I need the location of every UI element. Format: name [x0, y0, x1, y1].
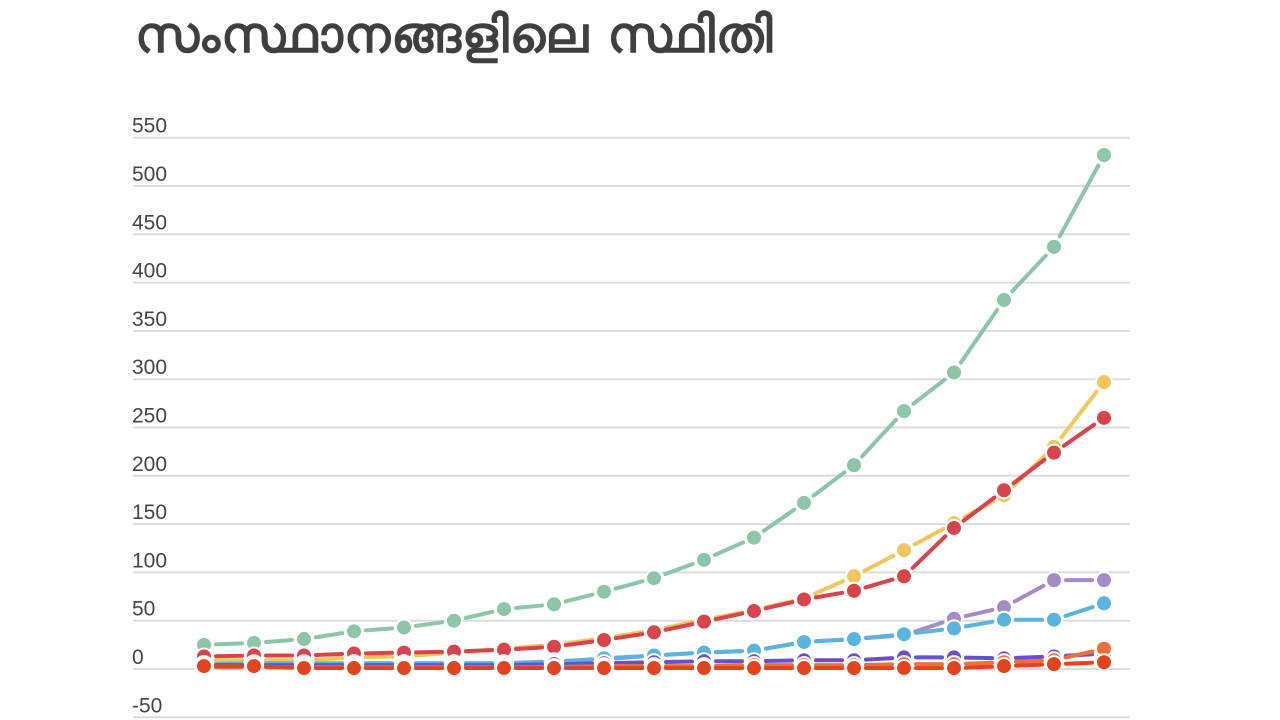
data-point-marker	[445, 611, 463, 630]
data-point-marker	[1095, 146, 1113, 165]
data-point-marker	[595, 659, 613, 678]
data-point-marker	[1095, 653, 1113, 672]
data-point-marker	[895, 659, 913, 678]
data-point-marker	[695, 550, 713, 569]
data-point-marker	[895, 541, 913, 560]
data-point-marker	[945, 619, 963, 638]
data-point-marker	[195, 657, 213, 676]
data-point-marker	[695, 659, 713, 678]
y-tick-label: 200	[132, 453, 167, 476]
data-point-marker	[1095, 594, 1113, 613]
data-point-marker	[645, 569, 663, 588]
data-point-marker	[645, 659, 663, 678]
y-tick-label: -50	[132, 694, 162, 717]
y-tick-label: 350	[132, 308, 167, 331]
data-point-marker	[395, 618, 413, 637]
y-tick-label: 450	[132, 211, 167, 234]
data-point-marker	[395, 659, 413, 678]
data-point-marker	[595, 631, 613, 650]
data-point-marker	[895, 625, 913, 644]
data-point-marker	[1045, 571, 1063, 590]
data-point-marker	[995, 610, 1013, 629]
data-point-marker	[545, 659, 563, 678]
data-point-marker	[545, 595, 563, 614]
data-point-marker	[845, 659, 863, 678]
page-title: സംസ്ഥാനങ്ങളിലെ സ്ഥിതി	[135, 6, 774, 64]
data-point-marker	[345, 659, 363, 678]
data-point-marker	[245, 657, 263, 676]
data-point-marker	[595, 582, 613, 601]
data-point-marker	[845, 456, 863, 475]
y-tick-label: 550	[132, 115, 167, 138]
data-point-marker	[645, 623, 663, 642]
data-point-marker	[795, 632, 813, 651]
y-tick-label: 250	[132, 405, 167, 428]
data-point-marker	[945, 659, 963, 678]
data-point-marker	[1095, 373, 1113, 392]
data-point-marker	[745, 528, 763, 547]
data-point-marker	[895, 567, 913, 586]
data-point-marker	[1045, 443, 1063, 462]
y-tick-label: 500	[132, 163, 167, 186]
data-point-marker	[1095, 571, 1113, 590]
data-point-marker	[495, 659, 513, 678]
data-point-marker	[1045, 655, 1063, 674]
data-point-marker	[995, 290, 1013, 309]
series-lines	[195, 146, 1113, 678]
data-point-marker	[745, 659, 763, 678]
data-point-marker	[295, 659, 313, 678]
data-point-marker	[1095, 408, 1113, 427]
y-tick-label: 150	[132, 501, 167, 524]
y-tick-label: 300	[132, 356, 167, 379]
data-point-marker	[295, 630, 313, 649]
data-point-marker	[795, 659, 813, 678]
data-point-marker	[445, 659, 463, 678]
data-point-marker	[1045, 610, 1063, 629]
y-tick-label: 100	[132, 549, 167, 572]
data-point-marker	[695, 612, 713, 631]
y-tick-label: 0	[132, 646, 144, 669]
data-point-marker	[1045, 237, 1063, 256]
data-point-marker	[895, 402, 913, 421]
data-point-marker	[995, 481, 1013, 500]
data-point-marker	[845, 581, 863, 600]
gridlines	[133, 136, 1130, 719]
series-dark-orange	[195, 653, 1113, 678]
data-point-marker	[845, 630, 863, 649]
data-point-marker	[945, 518, 963, 537]
data-point-marker	[995, 657, 1013, 676]
data-point-marker	[945, 363, 963, 382]
y-tick-label: 400	[132, 260, 167, 283]
data-point-marker	[495, 600, 513, 619]
data-point-marker	[795, 493, 813, 512]
data-point-marker	[345, 622, 363, 641]
series-green	[195, 146, 1113, 654]
data-point-marker	[745, 602, 763, 621]
data-point-marker	[795, 590, 813, 609]
y-tick-label: 50	[132, 598, 155, 621]
